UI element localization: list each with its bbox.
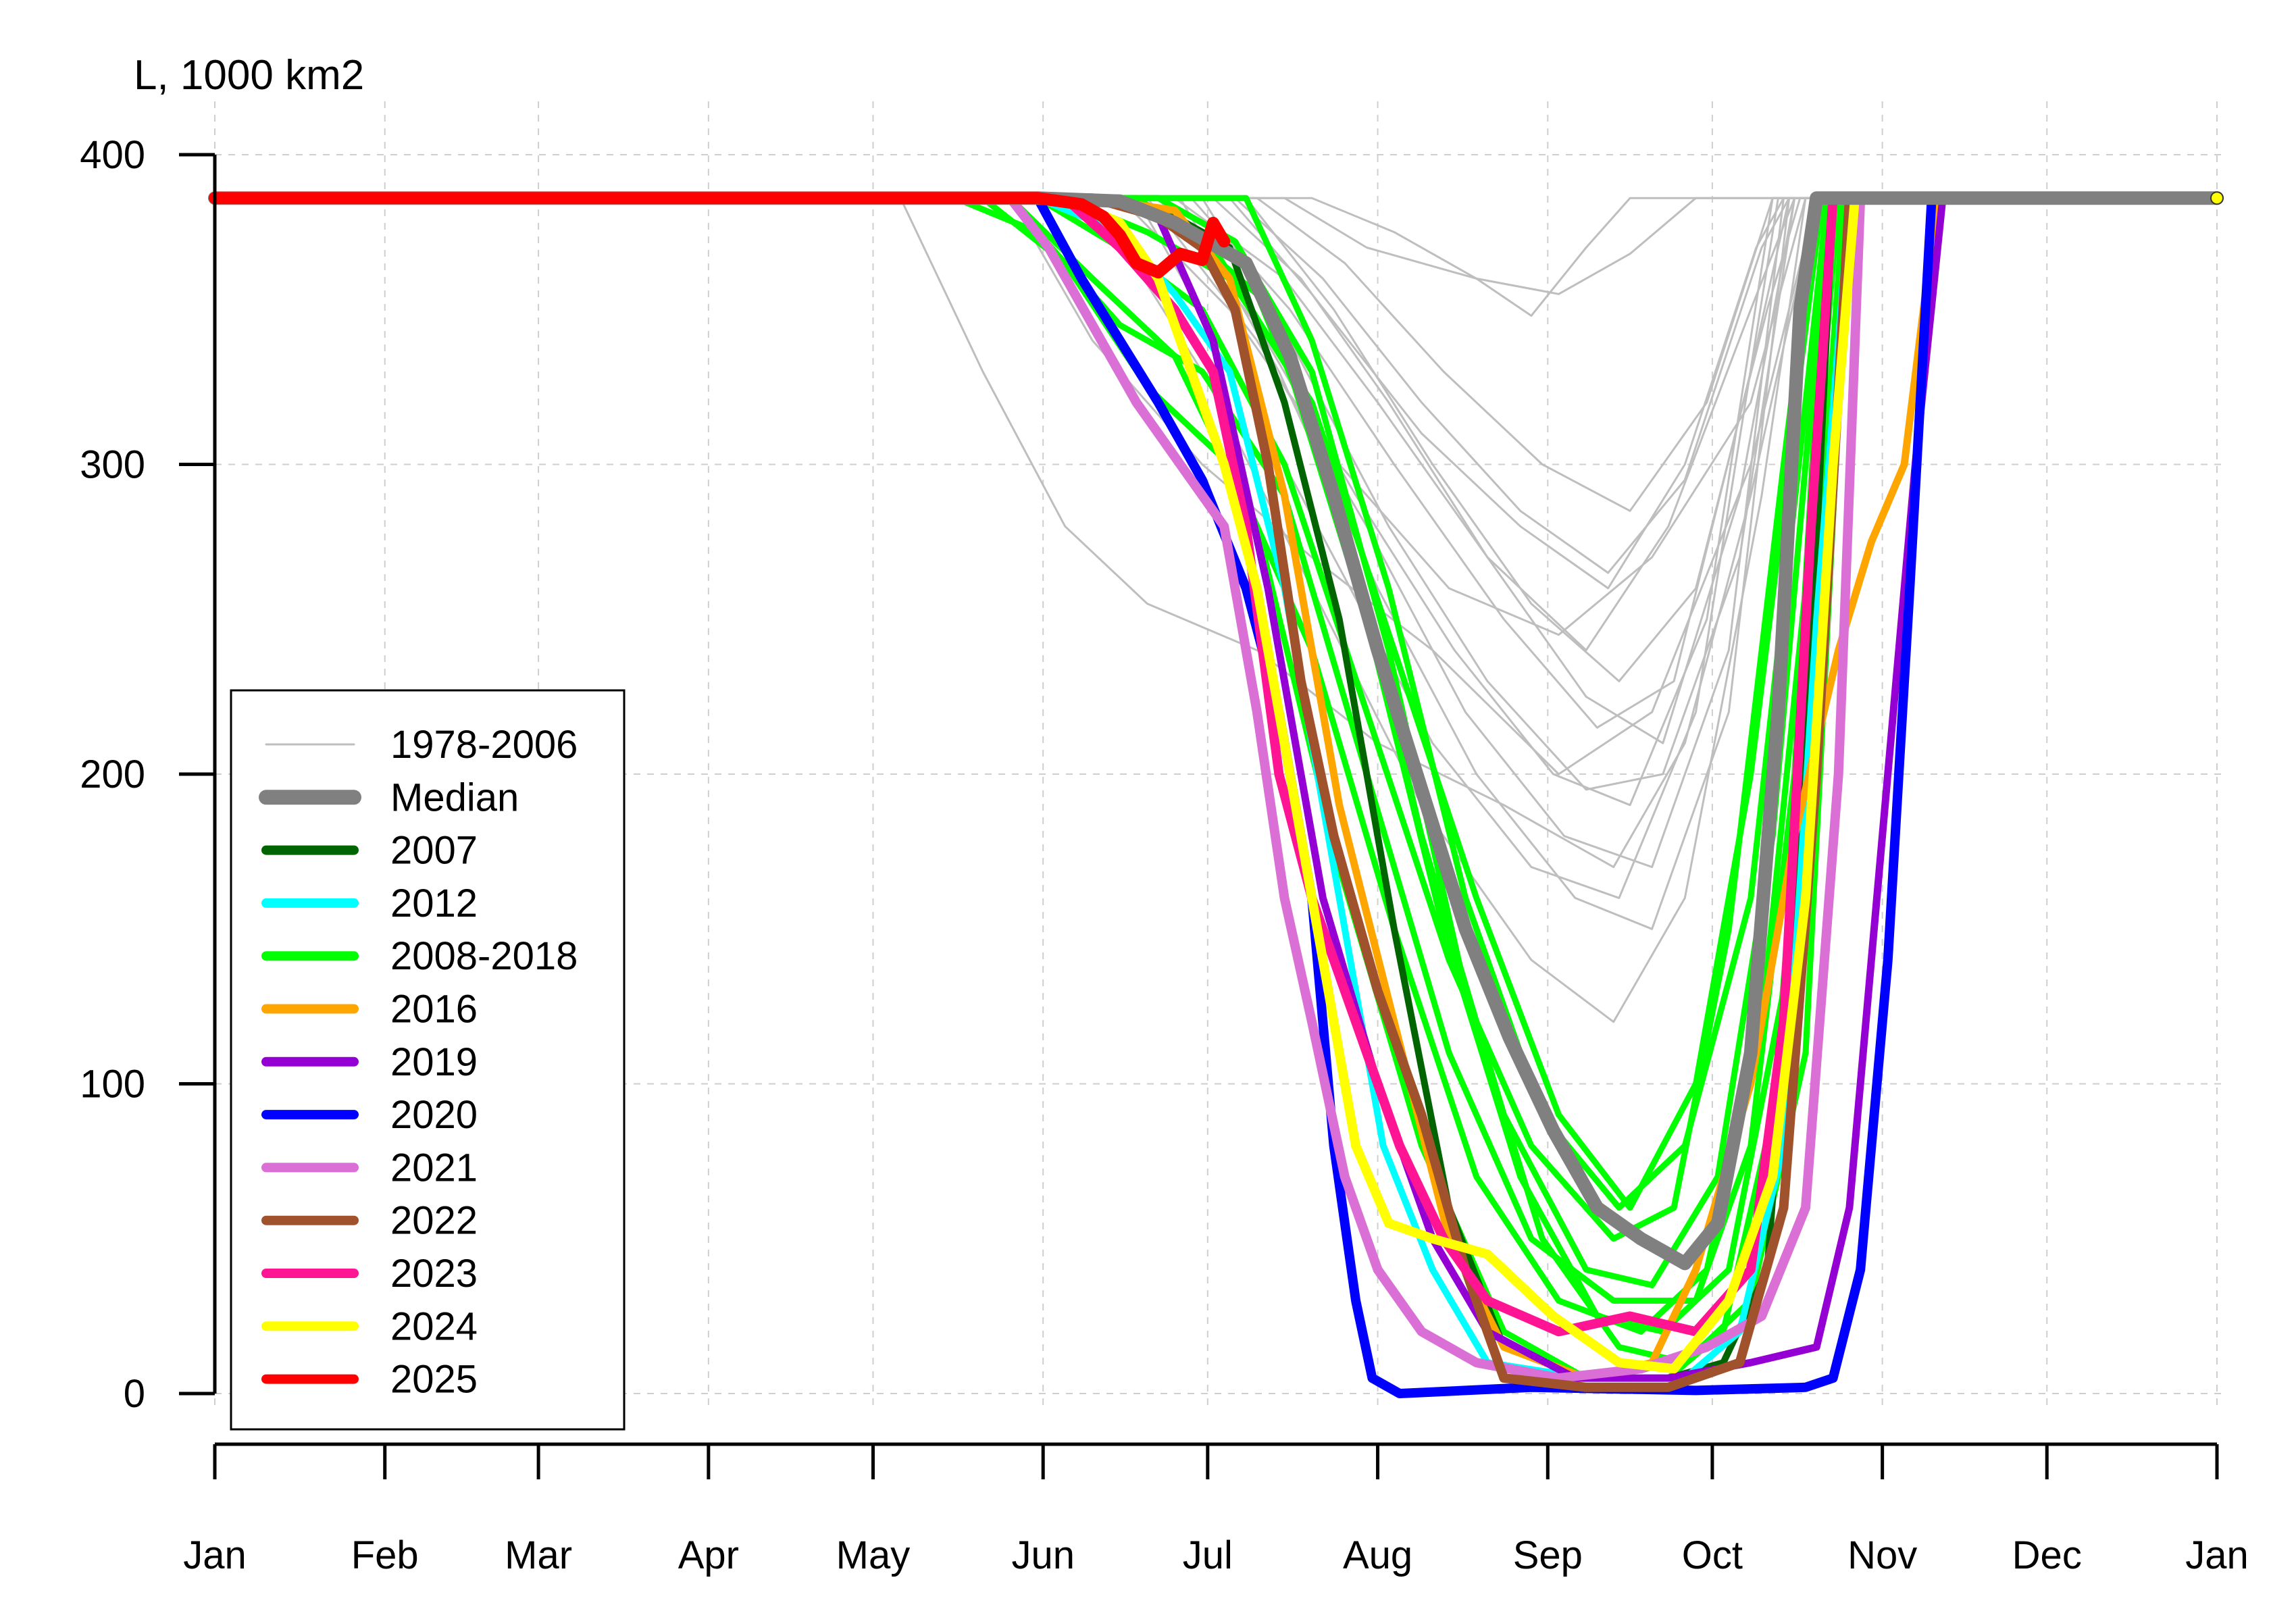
y-tick-label-1: 100 [80,1063,145,1106]
legend-label-12: 2025 [390,1358,478,1402]
x-tick-label-2: Mar [505,1533,572,1577]
historical-line-15 [215,197,2217,512]
highlighted-series [208,191,2224,1398]
legend-label-2: 2007 [390,829,478,873]
x-tick-label-1: Feb [351,1533,419,1577]
legend-label-0: 1978-2006 [390,723,578,767]
legend-label-4: 2008-2018 [390,934,578,978]
historical-line-7 [215,197,2217,1023]
x-tick-label-5: Jun [1011,1533,1075,1577]
y-tick-label-0: 0 [124,1372,145,1416]
y-tick-label-2: 200 [80,753,145,796]
legend-label-6: 2019 [390,1040,478,1084]
legend-label-10: 2023 [390,1252,478,1296]
series-line-2024-17 [210,193,2222,1374]
x-tick-label-8: Sep [1513,1533,1583,1577]
historical-line-18 [215,197,2217,574]
y-axis-label: L, 1000 km2 [134,52,364,99]
series-line-2019-12 [211,194,2221,1382]
x-tick-label-7: Aug [1343,1533,1412,1577]
y-tick-label-3: 300 [80,443,145,487]
series-line-2021-14 [210,193,2222,1383]
x-tick-label-12: Jan [2185,1533,2249,1577]
x-tick-label-0: Jan [183,1533,247,1577]
historical-line-8 [215,197,2217,869]
historical-line-12 [215,197,2217,744]
legend-label-9: 2022 [390,1199,478,1243]
historical-line-13 [215,197,2217,682]
series-line-2025-19 [209,192,1231,279]
x-tick-label-9: Oct [1682,1533,1743,1577]
series-line-2020-13 [210,193,2222,1398]
legend-label-5: 2016 [390,988,478,1031]
x-tick-label-10: Nov [1847,1533,1917,1577]
legend-label-11: 2024 [390,1304,478,1348]
series-line-median-18 [208,191,2224,1271]
x-tick-label-4: May [836,1533,911,1577]
x-tick-label-6: Jul [1183,1533,1233,1577]
x-tick-label-11: Dec [2012,1533,2082,1577]
historical-line-6 [215,197,2217,295]
y-tick-label-4: 400 [80,133,145,177]
axes: 0 100 200 300 400 Jan Feb Mar Apr May Jun Jul Aug Sep… [80,133,2249,1577]
legend-label-7: 2020 [390,1093,478,1137]
legend-label-1: Median [390,775,519,819]
legend: 1978-2006 Median 2007 2012 2008-2018 2016 2019… [230,689,626,1431]
x-tick-label-3: Apr [678,1533,739,1577]
legend-label-8: 2021 [390,1146,478,1190]
historical-line-5 [215,197,2217,317]
series-line-2023-16 [210,193,2222,1337]
series-line-2008-2018-8 [211,195,2220,1366]
legend-label-3: 2012 [390,882,478,925]
end-point-marker [2210,191,2224,205]
